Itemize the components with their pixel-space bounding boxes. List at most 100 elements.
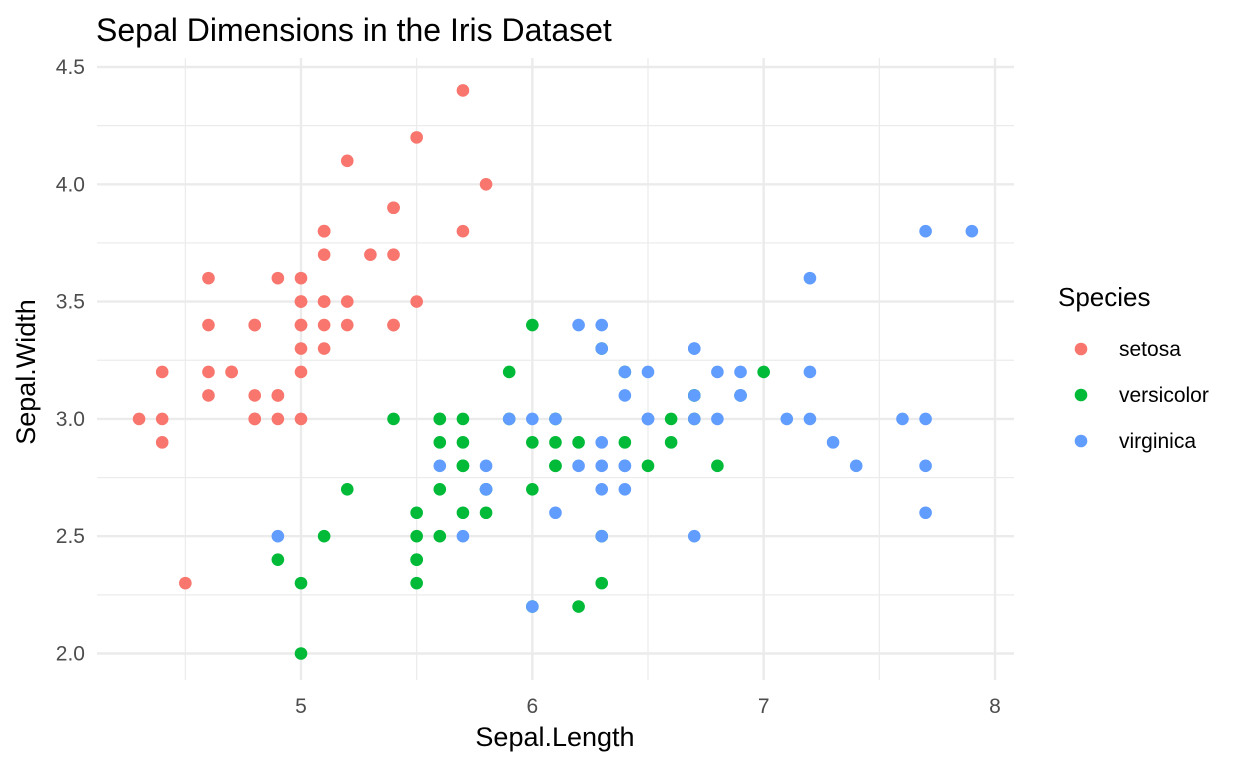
data-point-setosa	[294, 295, 308, 308]
data-point-setosa	[202, 389, 215, 402]
data-point-versicolor	[711, 459, 724, 473]
data-point-virginica	[919, 224, 932, 238]
y-axis-ticks: 2.0 2.5 3.0 3.5 4.0 4.5	[56, 56, 85, 666]
data-point-virginica	[526, 600, 539, 613]
data-point-versicolor	[456, 436, 470, 449]
legend-label-virginica: virginica	[1119, 430, 1196, 453]
data-point-setosa	[456, 224, 470, 238]
data-point-versicolor	[294, 647, 308, 660]
data-point-setosa	[248, 318, 262, 332]
data-point-versicolor	[387, 412, 400, 426]
data-point-setosa	[479, 178, 493, 191]
x-tick-label: 5	[295, 695, 307, 718]
data-point-virginica	[526, 412, 539, 426]
legend: Species setosa versicolor virginica	[1058, 282, 1209, 453]
data-point-versicolor	[410, 553, 423, 566]
data-point-versicolor	[549, 459, 562, 473]
data-point-virginica	[618, 365, 632, 379]
data-point-virginica	[919, 412, 932, 426]
data-point-virginica	[641, 365, 655, 379]
data-point-versicolor	[502, 365, 516, 379]
data-point-setosa	[317, 342, 331, 355]
data-point-virginica	[919, 459, 932, 473]
legend-label-versicolor: versicolor	[1119, 384, 1209, 407]
plot-grid	[97, 58, 1014, 680]
data-point-setosa	[410, 295, 423, 308]
data-point-setosa	[340, 295, 354, 308]
data-point-setosa	[132, 412, 146, 426]
data-point-setosa	[271, 389, 285, 402]
data-point-versicolor	[572, 600, 585, 613]
data-point-virginica	[595, 482, 609, 496]
data-point-versicolor	[664, 412, 678, 426]
data-point-setosa	[294, 342, 308, 355]
data-point-setosa	[202, 365, 215, 379]
data-point-setosa	[294, 365, 308, 379]
data-point-virginica	[549, 412, 562, 426]
x-tick-label: 8	[989, 695, 1001, 718]
legend-title: Species	[1058, 282, 1151, 312]
x-axis-title: Sepal.Length	[475, 722, 634, 752]
data-point-versicolor	[456, 412, 470, 426]
data-point-virginica	[572, 318, 585, 332]
data-point-versicolor	[479, 506, 493, 520]
data-point-setosa	[410, 131, 423, 144]
data-point-virginica	[734, 389, 747, 402]
data-point-setosa	[387, 201, 400, 215]
data-point-versicolor	[433, 529, 447, 543]
data-point-virginica	[595, 318, 609, 332]
data-point-virginica	[687, 342, 701, 355]
data-point-setosa	[456, 84, 470, 97]
data-point-versicolor	[526, 482, 539, 496]
legend-key-setosa	[1074, 342, 1088, 356]
data-point-setosa	[202, 271, 215, 285]
data-point-virginica	[896, 412, 909, 426]
data-point-virginica	[687, 529, 701, 543]
data-point-virginica	[595, 342, 609, 355]
data-point-versicolor	[340, 482, 354, 496]
data-point-virginica	[549, 506, 562, 520]
data-point-virginica	[687, 389, 701, 402]
y-tick-label: 3.5	[56, 291, 85, 314]
data-point-versicolor	[433, 412, 447, 426]
data-point-setosa	[387, 248, 400, 261]
data-point-setosa	[340, 318, 354, 332]
data-point-virginica	[711, 412, 724, 426]
data-point-versicolor	[294, 576, 308, 590]
data-point-setosa	[294, 412, 308, 426]
data-point-virginica	[780, 412, 794, 426]
data-point-setosa	[271, 271, 285, 285]
data-point-versicolor	[433, 482, 447, 496]
data-point-virginica	[595, 436, 609, 449]
data-point-versicolor	[757, 365, 770, 379]
data-point-setosa	[340, 154, 354, 168]
chart-title: Sepal Dimensions in the Iris Dataset	[96, 12, 612, 48]
data-point-versicolor	[526, 436, 539, 449]
data-point-setosa	[271, 412, 285, 426]
data-point-virginica	[641, 412, 655, 426]
data-point-setosa	[317, 248, 331, 261]
data-point-versicolor	[664, 436, 678, 449]
y-tick-label: 3.0	[56, 408, 85, 431]
data-point-versicolor	[433, 436, 447, 449]
data-point-versicolor	[456, 506, 470, 520]
data-point-versicolor	[317, 529, 331, 543]
data-point-virginica	[618, 389, 632, 402]
legend-label-setosa: setosa	[1119, 338, 1181, 361]
data-point-setosa	[317, 295, 331, 308]
data-point-versicolor	[410, 529, 423, 543]
data-point-virginica	[803, 365, 817, 379]
data-point-setosa	[248, 412, 262, 426]
data-point-versicolor	[549, 436, 562, 449]
data-point-versicolor	[410, 506, 423, 520]
data-point-setosa	[202, 318, 215, 332]
data-point-versicolor	[572, 436, 585, 449]
data-point-setosa	[155, 365, 169, 379]
data-point-virginica	[734, 365, 747, 379]
data-point-virginica	[595, 529, 609, 543]
data-point-virginica	[456, 529, 470, 543]
data-point-setosa	[294, 271, 308, 285]
data-point-setosa	[155, 412, 169, 426]
data-point-versicolor	[456, 459, 470, 473]
data-point-virginica	[965, 224, 979, 238]
